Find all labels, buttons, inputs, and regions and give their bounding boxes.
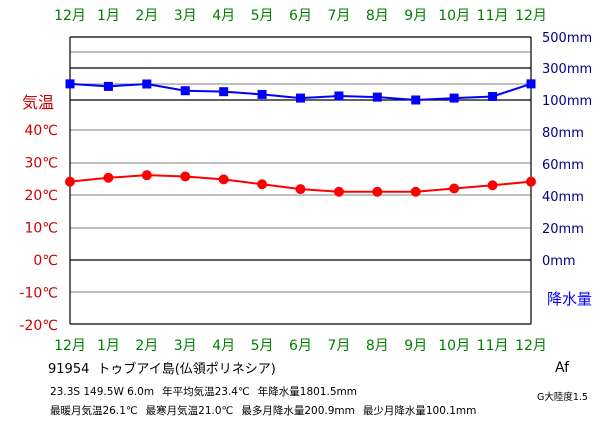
precip-tick-label: 100mm (542, 94, 592, 109)
month-label-top: 2月 (135, 8, 158, 24)
month-label-bottom: 3月 (174, 338, 197, 354)
precip-tick-label: 300mm (542, 62, 592, 77)
month-label-top: 4月 (212, 8, 235, 24)
precip-point (334, 91, 344, 101)
precip-point (488, 91, 498, 101)
month-label-top: 1月 (97, 8, 120, 24)
temp-tick-label: 30℃ (24, 156, 58, 172)
temp-point (526, 176, 536, 187)
temp-point (295, 184, 306, 195)
temp-point (180, 171, 191, 182)
month-label-bottom: 1月 (97, 338, 120, 354)
temp-point (449, 183, 460, 194)
month-label-top: 8月 (366, 8, 389, 24)
temp-point (487, 180, 498, 191)
precip-point (180, 86, 190, 96)
temp-tick-label: 10℃ (24, 221, 58, 237)
precip-point (526, 79, 536, 89)
temp-tick-label: 0℃ (33, 253, 58, 269)
month-label-bottom: 11月 (477, 338, 509, 354)
temp-point (65, 176, 75, 187)
month-label-top: 3月 (174, 8, 197, 24)
precip-point (372, 92, 382, 102)
precip-point (219, 87, 229, 97)
month-label-bottom: 5月 (251, 338, 274, 354)
temp-point (218, 174, 229, 185)
temp-tick-label: -20℃ (19, 318, 58, 334)
temp-axis-label: 気温 (22, 93, 54, 112)
temp-point (410, 186, 421, 197)
month-label-top: 11月 (477, 8, 509, 24)
month-label-bottom: 7月 (327, 338, 350, 354)
temp-point (372, 186, 383, 197)
month-label-top: 12月 (54, 8, 86, 24)
month-label-top: 6月 (289, 8, 312, 24)
precip-tick-label: 40mm (542, 190, 584, 205)
temp-point (257, 179, 268, 190)
month-label-top: 5月 (251, 8, 274, 24)
precip-tick-label: 500mm (542, 31, 592, 46)
precip-point (103, 81, 113, 91)
precip-point (449, 93, 459, 103)
precip-tick-label: 60mm (542, 158, 584, 173)
month-label-bottom: 6月 (289, 338, 312, 354)
precip-axis-label: 降水量 (547, 290, 592, 308)
temp-point (141, 170, 152, 181)
month-label-bottom: 4月 (212, 338, 235, 354)
precip-tick-label: 0mm (542, 254, 576, 269)
temp-point (333, 186, 344, 197)
month-label-top: 10月 (438, 8, 470, 24)
month-label-bottom: 12月 (515, 338, 547, 354)
month-label-top: 12月 (515, 8, 547, 24)
temp-point (103, 172, 114, 183)
precip-tick-label: 80mm (542, 126, 584, 141)
temp-tick-label: 20℃ (24, 188, 58, 204)
temp-tick-label: -10℃ (19, 286, 58, 302)
month-label-top: 7月 (327, 8, 350, 24)
month-label-bottom: 12月 (54, 338, 86, 354)
month-label-bottom: 2月 (135, 338, 158, 354)
precip-point (65, 79, 75, 89)
temp-tick-label: 40℃ (24, 123, 58, 139)
month-label-bottom: 8月 (366, 338, 389, 354)
precip-point (257, 89, 267, 99)
precip-tick-label: 20mm (542, 222, 584, 237)
month-label-bottom: 9月 (404, 338, 427, 354)
precip-point (142, 79, 152, 89)
precip-point (296, 93, 305, 103)
month-label-top: 9月 (404, 8, 427, 24)
month-label-bottom: 10月 (438, 338, 470, 354)
precip-point (411, 95, 421, 105)
